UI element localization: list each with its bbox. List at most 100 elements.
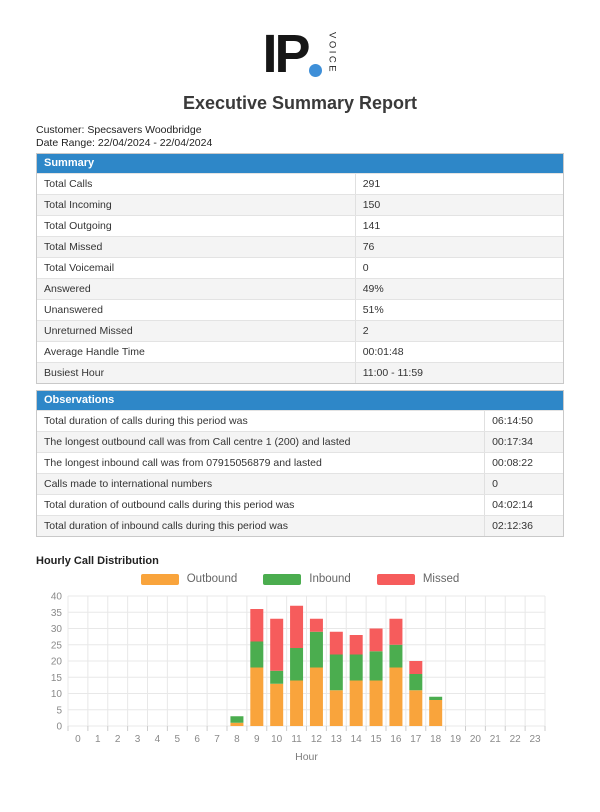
row-value: 00:01:48 bbox=[354, 342, 563, 362]
row-label: Total Missed bbox=[44, 241, 103, 253]
logo-text: IP bbox=[262, 24, 310, 84]
bar-segment-inbound bbox=[389, 644, 403, 668]
bar-segment-outbound bbox=[230, 722, 244, 726]
y-axis-tick-label: 35 bbox=[51, 608, 63, 619]
legend-item-outbound: Outbound bbox=[140, 573, 238, 585]
x-axis-tick-label: 7 bbox=[214, 734, 220, 745]
bar-segment-outbound bbox=[389, 667, 403, 726]
row-label: Busiest Hour bbox=[44, 367, 105, 379]
bar-segment-missed bbox=[329, 631, 343, 655]
x-axis-title: Hour bbox=[295, 751, 318, 763]
x-axis-tick-label: 22 bbox=[510, 734, 522, 745]
legend-label: Outbound bbox=[186, 573, 238, 585]
legend-swatch-icon bbox=[263, 573, 302, 585]
y-axis-tick-label: 0 bbox=[56, 722, 62, 733]
row-label: Average Handle Time bbox=[44, 346, 145, 358]
x-axis-tick-label: 14 bbox=[351, 734, 363, 745]
x-axis-tick-label: 2 bbox=[115, 734, 121, 745]
row-label: Total duration of calls during this peri… bbox=[44, 415, 248, 427]
row-value: 49% bbox=[354, 279, 563, 299]
row-value: 0 bbox=[484, 474, 563, 494]
row-label: Total Calls bbox=[44, 178, 93, 190]
logo: IP VOICE bbox=[0, 26, 600, 84]
table-row: Total duration of inbound calls during t… bbox=[37, 515, 563, 536]
page-title: Executive Summary Report bbox=[182, 93, 418, 113]
x-axis-tick-label: 9 bbox=[254, 734, 260, 745]
customer-line: Customer: Specsavers Woodbridge bbox=[36, 124, 202, 136]
table-row: Total duration of outbound calls during … bbox=[37, 494, 563, 515]
bar-segment-inbound bbox=[290, 648, 304, 681]
table-row: Busiest Hour 11:00 - 11:59 bbox=[37, 362, 563, 383]
y-axis-tick-label: 25 bbox=[51, 640, 63, 651]
y-axis-tick-label: 10 bbox=[51, 689, 63, 700]
row-label: Total Voicemail bbox=[44, 262, 115, 274]
bar-segment-inbound bbox=[230, 716, 244, 723]
bar-segment-outbound bbox=[369, 680, 383, 726]
table-row: Answered 49% bbox=[37, 278, 563, 299]
table-row: The longest outbound call was from Call … bbox=[37, 431, 563, 452]
legend-label: Inbound bbox=[309, 573, 351, 585]
legend-swatch-icon bbox=[140, 573, 179, 585]
bar-segment-inbound bbox=[349, 654, 363, 681]
row-label: Total Outgoing bbox=[44, 220, 112, 232]
x-axis-tick-label: 5 bbox=[175, 734, 181, 745]
x-axis-tick-label: 6 bbox=[194, 734, 200, 745]
logo-vertical-text: VOICE bbox=[326, 32, 338, 75]
row-value: 02:12:36 bbox=[484, 516, 563, 536]
x-axis-tick-label: 23 bbox=[530, 734, 542, 745]
x-axis-tick-label: 16 bbox=[390, 734, 402, 745]
bar-segment-inbound bbox=[429, 696, 443, 700]
table-row: Total Incoming 150 bbox=[37, 194, 563, 215]
row-label: Unreturned Missed bbox=[44, 325, 133, 337]
bar-segment-inbound bbox=[369, 651, 383, 681]
legend-swatch-icon bbox=[376, 573, 415, 585]
bar-segment-outbound bbox=[409, 690, 423, 726]
row-value: 150 bbox=[354, 195, 563, 215]
y-axis-tick-label: 30 bbox=[51, 624, 63, 635]
report-meta: Customer: Specsavers Woodbridge Date Ran… bbox=[36, 124, 212, 150]
row-value: 00:08:22 bbox=[484, 453, 563, 473]
y-axis-tick-label: 5 bbox=[56, 705, 62, 716]
bar-segment-outbound bbox=[290, 680, 304, 726]
bar-segment-outbound bbox=[329, 690, 343, 726]
observations-table-body: Total duration of calls during this peri… bbox=[37, 410, 563, 536]
bar-segment-inbound bbox=[329, 654, 343, 691]
table-row: Total Outgoing 141 bbox=[37, 215, 563, 236]
summary-table-header: Summary bbox=[37, 154, 563, 173]
summary-table-body: Total Calls 291 Total Incoming 150 Total Out… bbox=[37, 173, 563, 383]
bar-segment-missed bbox=[290, 605, 304, 648]
x-axis-tick-label: 1 bbox=[95, 734, 101, 745]
x-axis-tick-label: 19 bbox=[450, 734, 462, 745]
table-row: Calls made to international numbers 0 bbox=[37, 473, 563, 494]
bar-segment-missed bbox=[309, 618, 323, 632]
row-value: 0 bbox=[354, 258, 563, 278]
observations-table-header: Observations bbox=[37, 391, 563, 410]
row-value: 291 bbox=[354, 174, 563, 194]
bar-segment-outbound bbox=[250, 667, 264, 726]
ipvoice-logo: IP VOICE bbox=[262, 26, 337, 84]
row-value: 00:17:34 bbox=[484, 432, 563, 452]
y-axis-tick-label: 40 bbox=[51, 592, 63, 603]
row-label: The longest inbound call was from 079150… bbox=[44, 457, 322, 469]
bar-segment-missed bbox=[250, 609, 264, 642]
row-label: Unanswered bbox=[44, 304, 103, 316]
bar-segment-missed bbox=[389, 618, 403, 645]
x-axis-tick-label: 0 bbox=[75, 734, 81, 745]
table-row: Unanswered 51% bbox=[37, 299, 563, 320]
bar-segment-missed bbox=[270, 618, 284, 671]
bar-segment-outbound bbox=[270, 683, 284, 726]
row-value: 51% bbox=[354, 300, 563, 320]
row-label: Total duration of inbound calls during t… bbox=[44, 520, 288, 532]
x-axis-tick-label: 15 bbox=[371, 734, 383, 745]
legend-label: Missed bbox=[422, 573, 460, 585]
row-label: The longest outbound call was from Call … bbox=[44, 436, 351, 448]
row-value: 76 bbox=[354, 237, 563, 257]
row-label: Total duration of outbound calls during … bbox=[44, 499, 295, 511]
legend-item-missed: Missed bbox=[376, 573, 460, 585]
bar-segment-inbound bbox=[309, 631, 323, 668]
table-row: Total Missed 76 bbox=[37, 236, 563, 257]
row-label: Total Incoming bbox=[44, 199, 112, 211]
chart-title: Hourly Call Distribution bbox=[36, 555, 159, 567]
y-axis-tick-label: 15 bbox=[51, 673, 63, 684]
